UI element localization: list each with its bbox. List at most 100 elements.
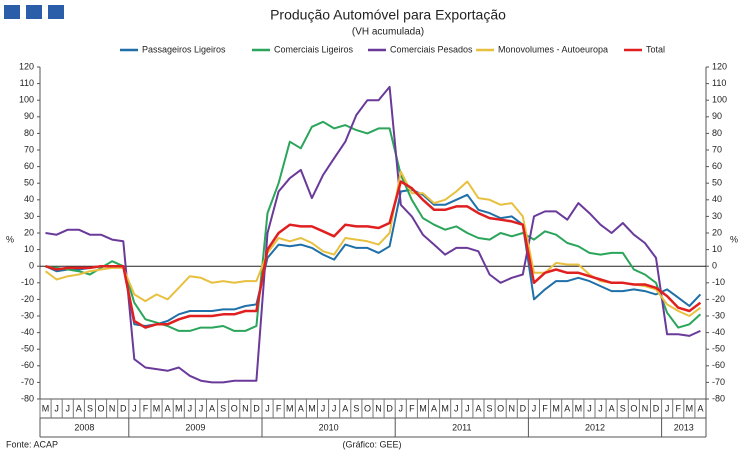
x-tick-label: J — [454, 403, 459, 413]
x-tick-label: J — [54, 403, 59, 413]
y2-tick-label: 100 — [712, 95, 727, 105]
logo — [48, 5, 64, 19]
x-tick-label: O — [497, 403, 504, 413]
y-tick-label: -30 — [21, 310, 34, 320]
y2-tick-label: 30 — [712, 211, 722, 221]
x-tick-label: J — [332, 403, 337, 413]
x-tick-label: J — [598, 403, 603, 413]
x-tick-label: O — [231, 403, 238, 413]
x-tick-label: J — [399, 403, 404, 413]
x-tick-label: F — [542, 403, 548, 413]
x-tick-label: F — [409, 403, 415, 413]
x-tick-label: M — [308, 403, 316, 413]
y2-tick-label: -60 — [712, 360, 725, 370]
y2-tick-label: 0 — [712, 261, 717, 271]
x-tick-label: M — [153, 403, 161, 413]
x-tick-label: M — [286, 403, 294, 413]
x-tick-label: A — [697, 403, 703, 413]
x-tick-label: F — [143, 403, 149, 413]
x-tick-label: N — [509, 403, 516, 413]
year-label: 2010 — [319, 422, 339, 432]
y2-tick-label: -80 — [712, 393, 725, 403]
x-tick-label: A — [76, 403, 82, 413]
x-tick-label: D — [520, 403, 527, 413]
x-tick-label: N — [375, 403, 382, 413]
y2-tick-label: 80 — [712, 128, 722, 138]
x-tick-label: J — [465, 403, 470, 413]
y-tick-label: 80 — [24, 128, 34, 138]
logo — [26, 5, 42, 19]
x-tick-label: J — [132, 403, 137, 413]
x-tick-label: J — [532, 403, 537, 413]
source: Fonte: ACAP — [6, 439, 58, 449]
series-line — [44, 170, 702, 317]
x-tick-label: S — [487, 403, 493, 413]
y2-tick-label: -20 — [712, 294, 725, 304]
x-tick-label: A — [165, 403, 171, 413]
x-tick-label: D — [120, 403, 127, 413]
x-tick-label: J — [188, 403, 193, 413]
x-tick-label: F — [676, 403, 682, 413]
y-axis-label: % — [6, 234, 14, 244]
x-tick-label: A — [431, 403, 437, 413]
y2-tick-label: -40 — [712, 327, 725, 337]
y2-tick-label: -10 — [712, 277, 725, 287]
x-tick-label: D — [386, 403, 393, 413]
x-tick-label: N — [642, 403, 649, 413]
y-tick-label: 120 — [19, 61, 34, 71]
x-tick-label: O — [364, 403, 371, 413]
series-line — [45, 120, 702, 332]
y2-axis-label: % — [730, 234, 738, 244]
x-tick-label: M — [552, 403, 560, 413]
x-tick-label: J — [265, 403, 270, 413]
x-tick-label: M — [441, 403, 449, 413]
y2-tick-label: 40 — [712, 194, 722, 204]
y2-tick-label: 20 — [712, 227, 722, 237]
y-tick-label: 60 — [24, 161, 34, 171]
x-tick-label: M — [419, 403, 427, 413]
x-tick-label: N — [242, 403, 249, 413]
x-tick-label: A — [209, 403, 215, 413]
credit: (Gráfico: GEE) — [342, 439, 401, 449]
y2-tick-label: 120 — [712, 61, 727, 71]
y-tick-label: 10 — [24, 244, 34, 254]
year-label: 2012 — [585, 422, 605, 432]
y2-tick-label: 70 — [712, 144, 722, 154]
y-tick-label: -80 — [21, 393, 34, 403]
year-label: 2011 — [452, 422, 471, 432]
legend-label: Comerciais Ligeiros — [274, 44, 354, 54]
x-tick-label: M — [686, 403, 694, 413]
chart-subtitle: (VH acumulada) — [352, 27, 424, 38]
y2-tick-label: 110 — [712, 78, 726, 88]
x-tick-label: A — [298, 403, 304, 413]
year-label: 2009 — [185, 422, 205, 432]
x-tick-label: S — [87, 403, 93, 413]
y2-tick-label: 50 — [712, 178, 722, 188]
x-tick-label: J — [587, 403, 592, 413]
y-tick-label: 90 — [24, 111, 34, 121]
y-tick-label: 20 — [24, 227, 34, 237]
y-tick-label: 0 — [29, 261, 34, 271]
logo — [4, 5, 20, 19]
series-line — [45, 85, 701, 384]
x-tick-label: J — [66, 403, 71, 413]
x-tick-label: D — [253, 403, 260, 413]
series-line — [45, 180, 702, 329]
chart-title: Produção Automóvel para Exportação — [270, 7, 506, 23]
year-label: 2008 — [74, 422, 94, 432]
y-tick-label: -50 — [21, 344, 34, 354]
x-tick-label: A — [342, 403, 348, 413]
x-tick-label: A — [609, 403, 615, 413]
x-tick-label: A — [475, 403, 481, 413]
x-tick-label: S — [220, 403, 226, 413]
x-tick-label: S — [353, 403, 359, 413]
y-tick-label: -40 — [21, 327, 34, 337]
legend-label: Passageiros Ligeiros — [142, 44, 226, 54]
y2-tick-label: 60 — [712, 161, 722, 171]
legend-label: Comerciais Pesados — [390, 44, 473, 54]
y2-tick-label: -70 — [712, 377, 725, 387]
x-tick-label: D — [653, 403, 660, 413]
y-tick-label: 50 — [24, 178, 34, 188]
x-tick-label: J — [665, 403, 670, 413]
